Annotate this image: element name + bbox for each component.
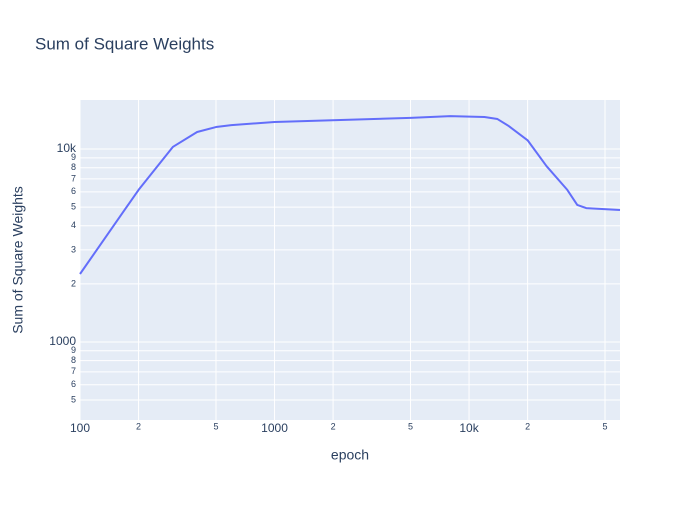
- plot-area: [80, 100, 620, 420]
- x-tick-label: 2: [136, 421, 141, 431]
- y-tick-label: 8: [71, 162, 76, 172]
- y-tick-label: 6: [71, 186, 76, 196]
- y-tick-label: 9: [71, 345, 76, 355]
- x-tick-label: 2: [331, 421, 336, 431]
- y-tick-label: 10k: [57, 141, 77, 155]
- data-line: [79, 115, 621, 275]
- grid: [79, 100, 620, 420]
- y-tick-label: 9: [71, 152, 76, 162]
- x-tick-label: 5: [603, 421, 608, 431]
- y-tick-label: 5: [71, 394, 76, 404]
- y-tick-label: 1000: [49, 334, 76, 348]
- y-tick-label: 7: [71, 173, 76, 183]
- y-tick-label: 4: [71, 220, 76, 230]
- y-tick-label: 8: [71, 355, 76, 365]
- x-axis-title: epoch: [331, 447, 369, 463]
- x-tick-label: 1000: [261, 421, 288, 435]
- y-tick-label: 7: [71, 366, 76, 376]
- chart-title: Sum of Square Weights: [35, 34, 214, 53]
- y-axis-title: Sum of Square Weights: [10, 186, 26, 334]
- y-tick-label: 2: [71, 278, 76, 288]
- x-tick-label: 100: [70, 421, 90, 435]
- x-tick-label: 5: [213, 421, 218, 431]
- y-tick-label: 5: [71, 201, 76, 211]
- x-tick-label: 5: [408, 421, 413, 431]
- x-tick-label: 2: [525, 421, 530, 431]
- y-tick-label: 3: [71, 244, 76, 254]
- x-tick-label: 10k: [459, 421, 479, 435]
- y-tick-label: 6: [71, 379, 76, 389]
